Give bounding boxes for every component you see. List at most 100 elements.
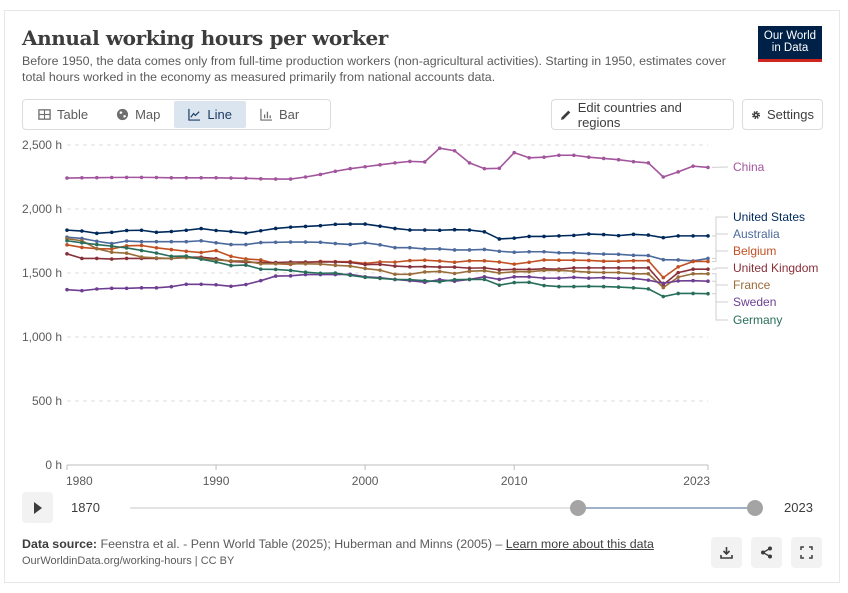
- tab-table[interactable]: Table: [24, 101, 102, 128]
- data-point: [80, 240, 84, 245]
- data-point: [497, 277, 502, 282]
- data-point: [109, 230, 114, 235]
- data-point: [109, 241, 114, 246]
- legend-label-china[interactable]: China: [733, 160, 765, 174]
- tab-bar[interactable]: Bar: [246, 101, 313, 128]
- data-point: [95, 239, 99, 244]
- data-point: [169, 247, 174, 252]
- data-point: [497, 271, 502, 275]
- timeline-start-handle[interactable]: [570, 500, 586, 516]
- data-point: [616, 233, 621, 238]
- data-point: [288, 274, 293, 278]
- data-point: [184, 175, 189, 180]
- data-point: [363, 164, 367, 169]
- data-point: [184, 249, 189, 254]
- data-point: [557, 258, 561, 262]
- series-line-belgium[interactable]: [66, 244, 708, 279]
- data-point: [482, 266, 487, 270]
- y-tick-label: 500 h: [32, 394, 62, 408]
- tab-line[interactable]: Line: [174, 101, 246, 128]
- settings-button[interactable]: Settings: [742, 99, 823, 130]
- data-point: [184, 282, 189, 287]
- data-point: [258, 267, 263, 271]
- share-button[interactable]: [751, 537, 782, 568]
- data-point: [95, 287, 99, 291]
- data-point: [586, 270, 591, 275]
- data-point: [65, 238, 69, 243]
- edit-countries-label: Edit countries and regions: [577, 99, 682, 130]
- data-point: [214, 248, 218, 253]
- data-point: [631, 258, 636, 263]
- data-point: [214, 282, 218, 287]
- legend-label-france[interactable]: France: [733, 278, 771, 292]
- bar-chart-icon: [260, 108, 273, 121]
- data-point: [527, 260, 531, 265]
- data-point: [706, 279, 710, 283]
- data-point: [199, 238, 203, 243]
- data-point: [542, 234, 546, 239]
- y-tick-label: 2,500 h: [22, 138, 62, 152]
- legend-label-germany[interactable]: Germany: [733, 313, 782, 327]
- x-tick-label: 2010: [501, 474, 528, 488]
- data-point: [318, 240, 323, 245]
- data-point: [631, 276, 636, 281]
- series-line-france[interactable]: [66, 237, 708, 289]
- data-point: [124, 239, 129, 243]
- timeline-end-handle[interactable]: [747, 500, 763, 516]
- series-line-australia[interactable]: [66, 236, 709, 262]
- data-point: [273, 261, 278, 266]
- legend-label-united-states[interactable]: United States: [733, 210, 805, 224]
- download-button[interactable]: [711, 537, 742, 568]
- data-point: [244, 176, 248, 181]
- data-point: [303, 261, 308, 266]
- legend-label-sweden[interactable]: Sweden: [733, 295, 776, 309]
- data-point: [109, 250, 114, 255]
- series-line-sweden[interactable]: [66, 273, 709, 292]
- data-point: [393, 277, 397, 282]
- series-line-china[interactable]: [66, 147, 709, 180]
- data-point: [572, 153, 576, 158]
- data-point: [616, 157, 621, 162]
- data-point: [199, 250, 203, 255]
- data-point: [676, 279, 680, 283]
- owid-logo[interactable]: Our World in Data: [758, 26, 822, 62]
- data-point: [139, 243, 144, 248]
- legend-label-australia[interactable]: Australia: [733, 227, 780, 241]
- data-point: [169, 254, 174, 259]
- learn-more-link[interactable]: Learn more about this data: [505, 537, 654, 551]
- data-point: [572, 250, 576, 255]
- data-point: [348, 264, 353, 268]
- data-point: [482, 166, 487, 171]
- data-point: [408, 159, 412, 164]
- edit-countries-button[interactable]: Edit countries and regions: [551, 99, 734, 130]
- legend-label-belgium[interactable]: Belgium: [733, 244, 776, 258]
- data-point: [65, 287, 69, 292]
- data-point: [273, 267, 278, 272]
- legend-connector: [712, 280, 728, 303]
- data-point: [95, 231, 99, 236]
- series-line-germany[interactable]: [66, 239, 709, 298]
- data-point: [497, 260, 502, 264]
- data-point: [542, 276, 546, 280]
- data-point: [288, 225, 293, 229]
- data-point: [273, 240, 278, 245]
- legend-label-united-kingdom[interactable]: United Kingdom: [733, 261, 818, 275]
- globe-icon: [117, 108, 129, 121]
- tab-map[interactable]: Map: [102, 101, 174, 128]
- data-point: [65, 243, 69, 247]
- data-point: [586, 251, 591, 256]
- series-line-united-states[interactable]: [66, 223, 708, 240]
- data-point: [244, 282, 248, 287]
- data-point: [601, 232, 606, 237]
- timeline-track[interactable]: [130, 507, 756, 509]
- data-point: [363, 240, 367, 245]
- data-point: [601, 259, 606, 264]
- data-point: [124, 286, 129, 291]
- data-point: [616, 270, 621, 275]
- fullscreen-button[interactable]: [791, 537, 822, 568]
- data-point: [214, 260, 218, 264]
- play-button[interactable]: [22, 492, 53, 523]
- data-point: [467, 269, 472, 274]
- chart-subtitle: Before 1950, the data comes only from fu…: [22, 54, 726, 84]
- data-point: [586, 155, 591, 159]
